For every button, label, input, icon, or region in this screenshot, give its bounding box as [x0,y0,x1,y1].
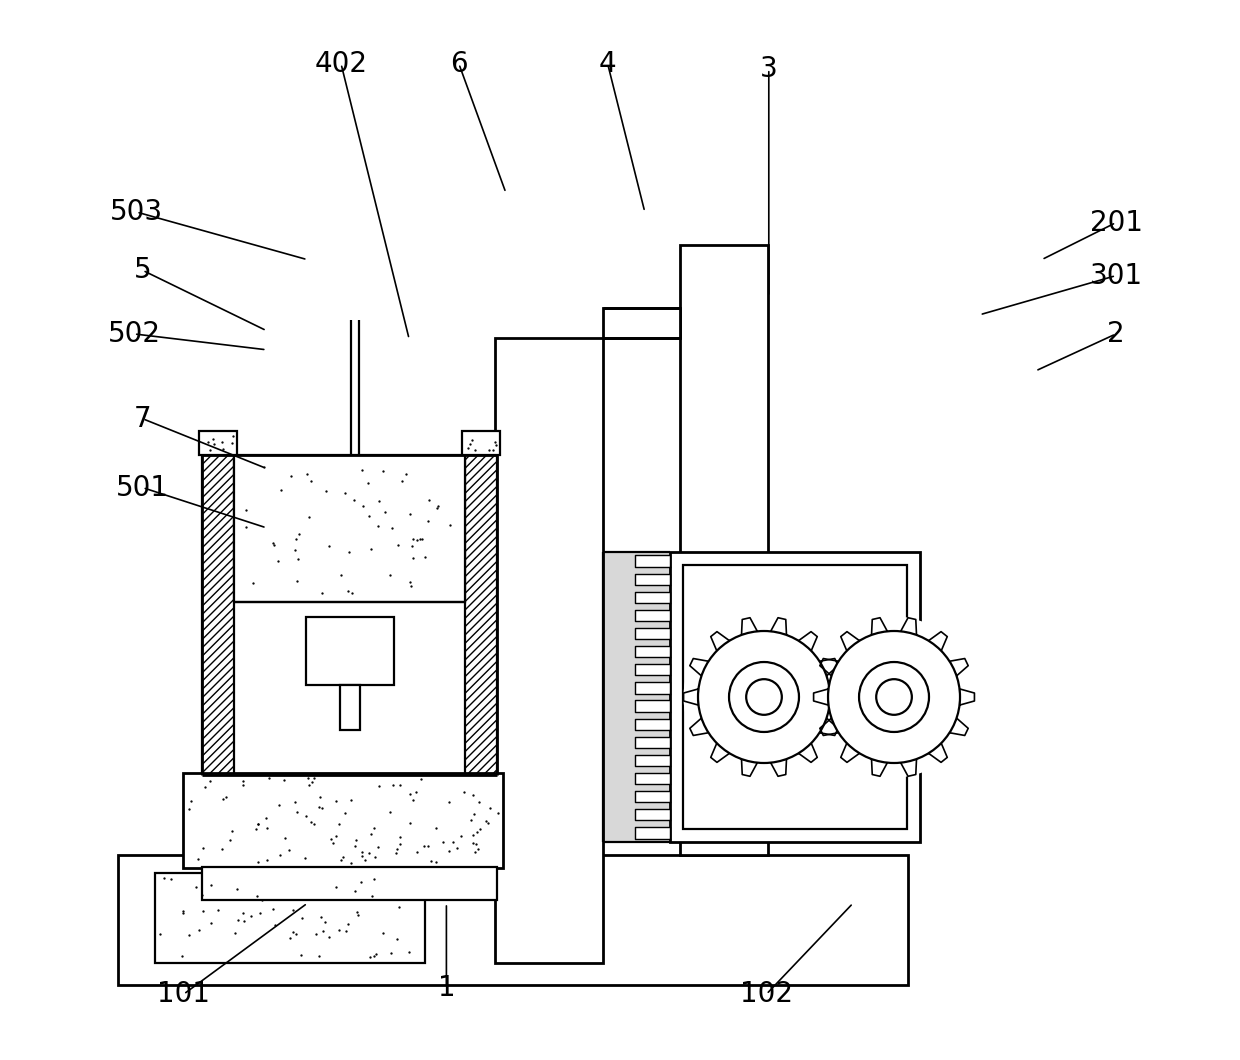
Polygon shape [635,683,670,693]
Polygon shape [799,632,817,651]
Polygon shape [770,618,786,635]
Circle shape [729,662,799,732]
Polygon shape [950,718,968,736]
Polygon shape [770,759,786,776]
Text: 402: 402 [315,50,367,77]
Polygon shape [900,618,916,635]
Polygon shape [929,632,947,651]
Polygon shape [689,718,708,736]
Polygon shape [683,689,698,705]
Polygon shape [635,827,670,838]
Polygon shape [820,718,838,736]
Text: 502: 502 [108,320,160,348]
Polygon shape [820,718,838,736]
Text: 4: 4 [599,50,616,77]
Polygon shape [635,773,670,784]
Bar [463,431,500,455]
Circle shape [813,617,975,778]
Polygon shape [799,743,817,762]
Polygon shape [635,591,670,603]
Text: 101: 101 [157,980,210,1008]
Polygon shape [635,628,670,639]
Text: 102: 102 [740,980,792,1008]
Polygon shape [635,701,670,711]
Polygon shape [689,658,708,676]
Bar [184,773,503,868]
Polygon shape [872,759,888,776]
Text: 7: 7 [134,405,151,432]
Polygon shape [841,743,859,762]
Polygon shape [711,632,729,651]
Circle shape [859,662,929,732]
Polygon shape [872,618,888,635]
Polygon shape [830,689,844,705]
Polygon shape [742,759,758,776]
Polygon shape [635,573,670,585]
Text: 5: 5 [134,257,151,284]
Bar [683,565,906,829]
Polygon shape [635,555,670,567]
Circle shape [698,631,830,763]
Text: 201: 201 [1090,209,1142,236]
Polygon shape [711,743,729,762]
Text: 2: 2 [1107,320,1125,348]
Polygon shape [635,719,670,729]
Circle shape [683,617,844,778]
Bar [680,245,768,855]
Polygon shape [635,610,670,621]
Bar [670,552,920,842]
Polygon shape [635,737,670,748]
Text: 301: 301 [1090,262,1142,289]
Polygon shape [820,658,838,676]
Text: 503: 503 [110,198,162,226]
Bar [305,617,393,685]
Polygon shape [635,665,670,675]
Text: 6: 6 [450,50,467,77]
Polygon shape [950,658,968,676]
Polygon shape [635,791,670,802]
Polygon shape [960,689,975,705]
Bar [465,455,497,775]
Bar [603,308,680,338]
Polygon shape [635,755,670,766]
Bar [495,338,603,962]
Polygon shape [635,809,670,820]
Bar [603,552,670,842]
Text: 1: 1 [438,974,455,1002]
Bar [340,685,360,730]
Text: 3: 3 [760,55,777,83]
Circle shape [746,679,782,714]
Bar [155,873,425,962]
Circle shape [828,631,960,763]
Bar [234,455,465,602]
Polygon shape [742,618,758,635]
Bar [118,855,908,985]
Polygon shape [900,759,916,776]
Bar [202,867,497,900]
Polygon shape [841,632,859,651]
Polygon shape [929,743,947,762]
Polygon shape [820,658,838,676]
Circle shape [877,679,911,714]
Polygon shape [813,689,828,705]
Bar [198,431,237,455]
Text: 501: 501 [117,474,169,501]
Bar [202,455,234,775]
Polygon shape [635,646,670,657]
